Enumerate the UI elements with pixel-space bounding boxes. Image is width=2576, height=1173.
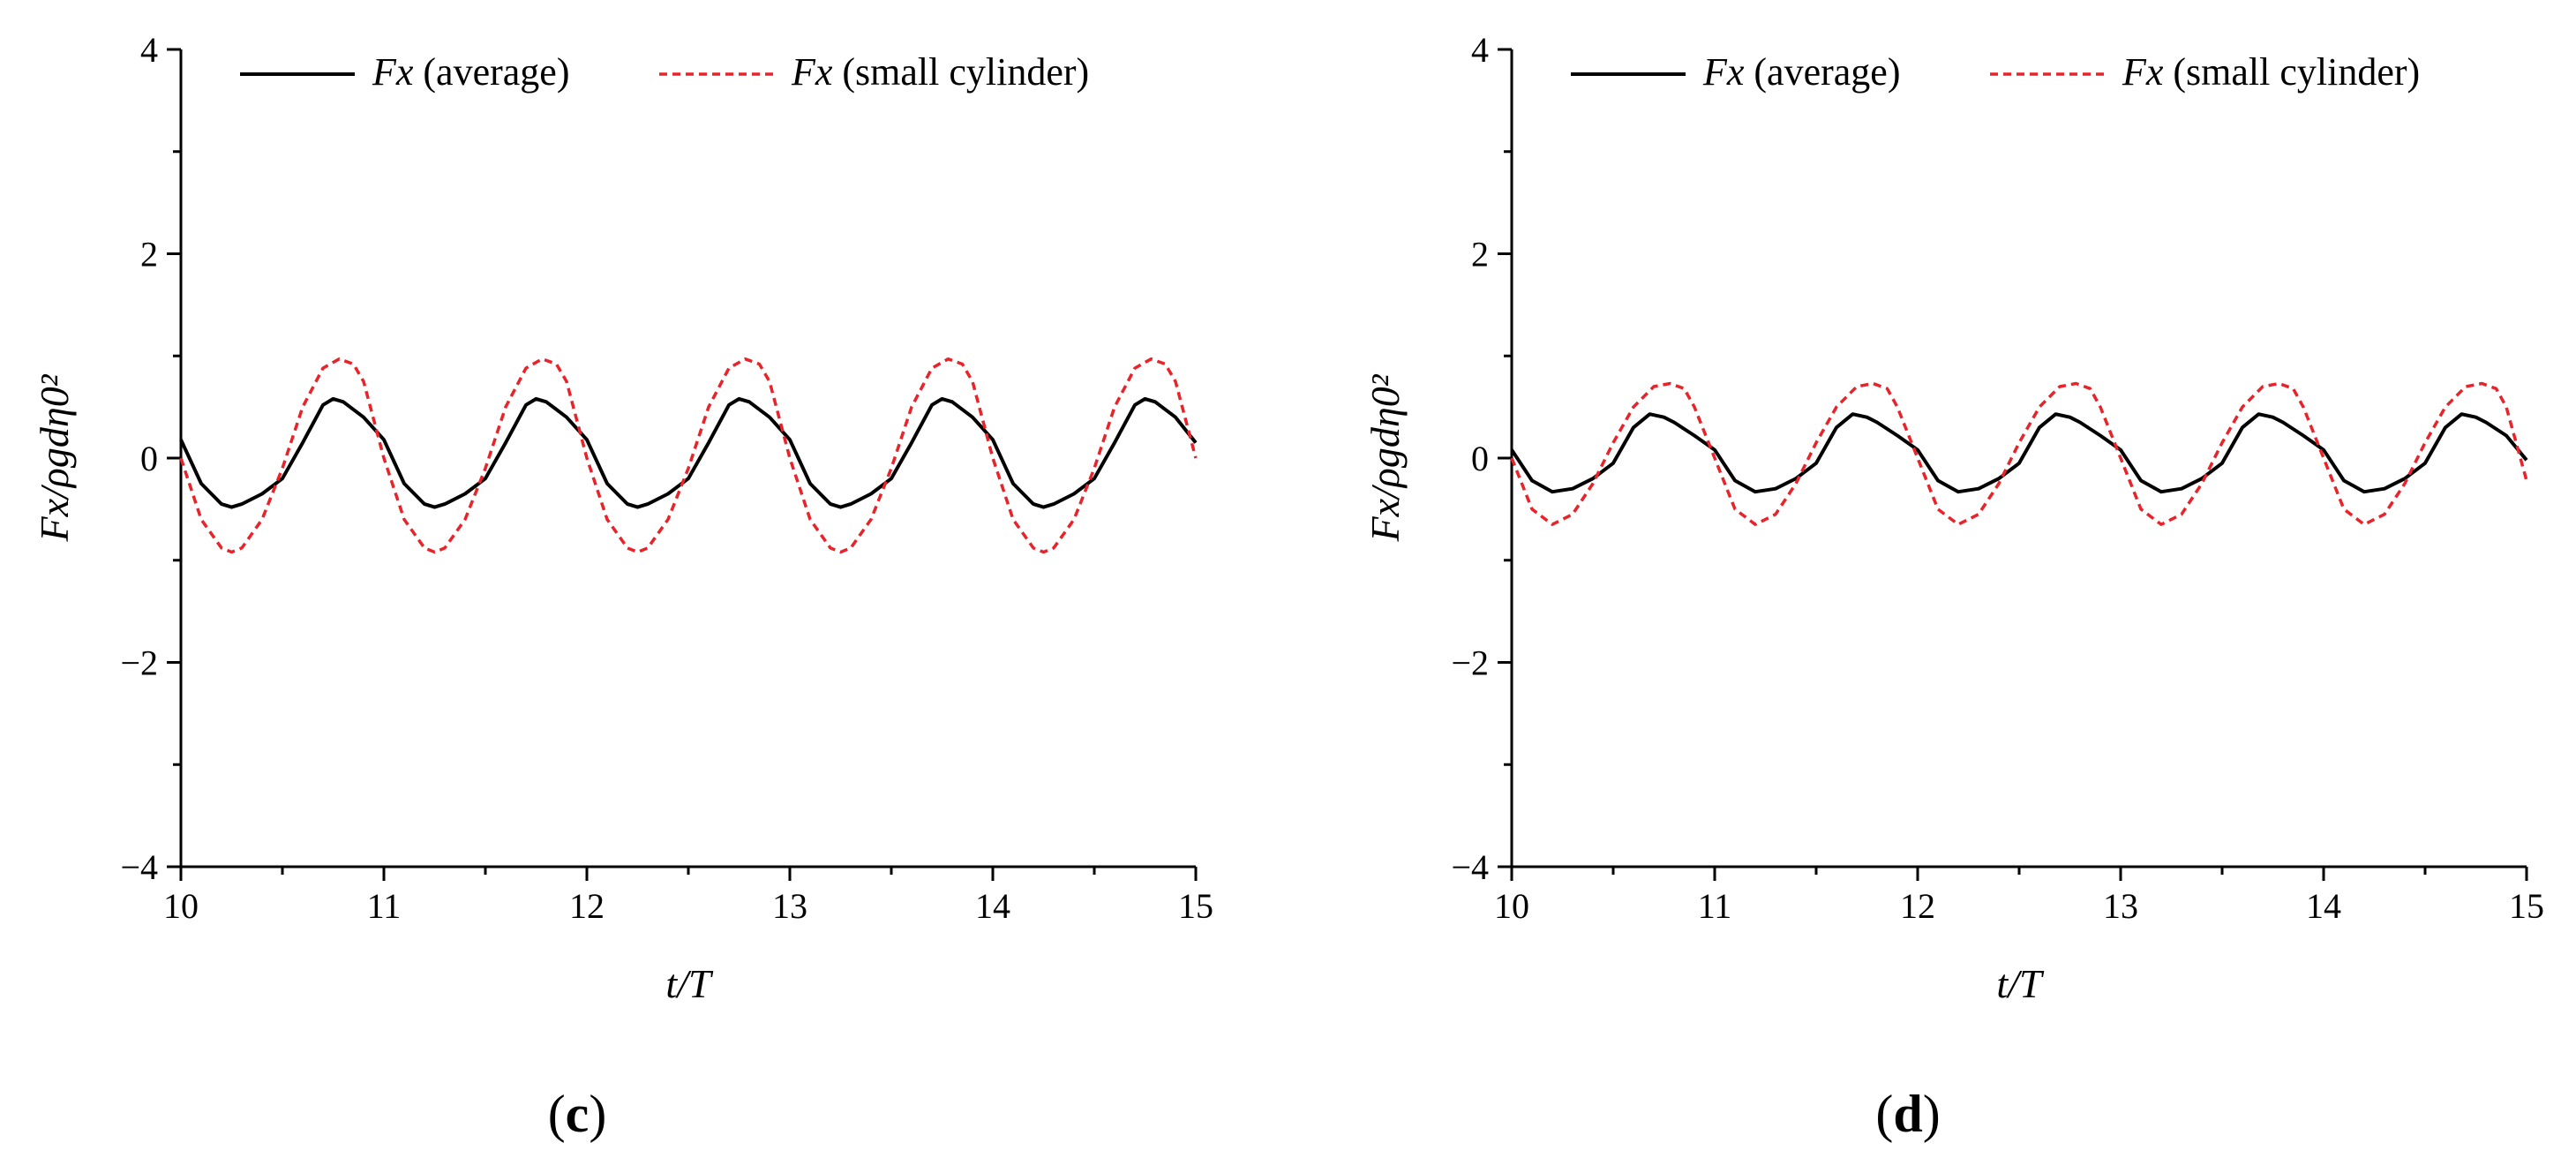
legend-symbol: Fx: [2122, 50, 2164, 94]
x-tick-label: 15: [1178, 886, 1213, 926]
series-line-small-cylinder: [179, 357, 1198, 554]
legend-text: (small cylinder): [832, 50, 1089, 94]
legend-text: (average): [1744, 50, 1900, 94]
legend: Fx (average) Fx (small cylinder): [1571, 50, 2420, 94]
panel-paren: (: [1875, 1085, 1893, 1143]
series-line-small-cylinder: [1510, 381, 2528, 526]
panel-letter: d: [1893, 1085, 1922, 1143]
panel-paren: (: [548, 1085, 566, 1143]
y-tick-label: 0: [1471, 439, 1489, 478]
legend-symbol: Fx: [791, 50, 833, 94]
y-tick-label: −2: [120, 643, 158, 683]
legend-text: (small cylinder): [2163, 50, 2420, 94]
y-tick-label: 2: [1471, 235, 1489, 274]
x-tick-label: 15: [2509, 886, 2544, 926]
y-tick-label: 4: [140, 30, 158, 70]
x-tick-label: 12: [569, 886, 605, 926]
chart-panel-c: 10 11 12 13 14 15 −4 −2 0 2 4 t/T Fx/ρgdη0² Fx (avera…: [32, 30, 1213, 1143]
x-tick-label: 11: [367, 886, 402, 926]
y-tick-label: 4: [1471, 30, 1489, 70]
panel-paren: ): [589, 1085, 606, 1143]
legend-symbol: Fx: [372, 50, 414, 94]
legend-label: Fx (average): [1702, 50, 1900, 94]
x-axis-title: t/T: [1996, 961, 2045, 1006]
x-tick-label: 10: [1494, 886, 1529, 926]
y-tick-label: 2: [140, 235, 158, 274]
y-tick-label: 0: [140, 439, 158, 478]
x-tick-label: 14: [2306, 886, 2341, 926]
y-tick-label: −2: [1451, 643, 1489, 683]
chart-panel-d: 10 11 12 13 14 15 −4 −2 0 2 4 t/T Fx/ρgdη0² Fx (avera…: [1363, 30, 2544, 1143]
panel-label: (d): [1875, 1085, 1940, 1143]
legend-symbol: Fx: [1702, 50, 1745, 94]
y-axis-title: Fx/ρgdη0²: [1363, 373, 1408, 542]
series-line-average: [1510, 412, 2528, 494]
panel-letter: c: [566, 1085, 590, 1143]
legend-label: Fx (small cylinder): [2122, 50, 2420, 94]
legend-label: Fx (average): [372, 50, 569, 94]
x-tick-label: 14: [975, 886, 1010, 926]
legend-text: (average): [413, 50, 569, 94]
legend: Fx (average) Fx (small cylinder): [240, 50, 1089, 94]
panel-label: (c): [548, 1085, 607, 1143]
x-tick-label: 13: [2103, 886, 2138, 926]
legend-label: Fx (small cylinder): [791, 50, 1089, 94]
x-axis-title: t/T: [665, 961, 714, 1006]
series-line-average: [179, 396, 1198, 509]
x-tick-label: 12: [1900, 886, 1935, 926]
x-tick-label: 13: [772, 886, 807, 926]
y-tick-label: −4: [1451, 847, 1489, 887]
x-tick-label: 11: [1698, 886, 1732, 926]
y-tick-label: −4: [120, 847, 158, 887]
panel-paren: ): [1923, 1085, 1941, 1143]
x-tick-label: 10: [163, 886, 199, 926]
y-axis-title: Fx/ρgdη0²: [32, 373, 77, 542]
